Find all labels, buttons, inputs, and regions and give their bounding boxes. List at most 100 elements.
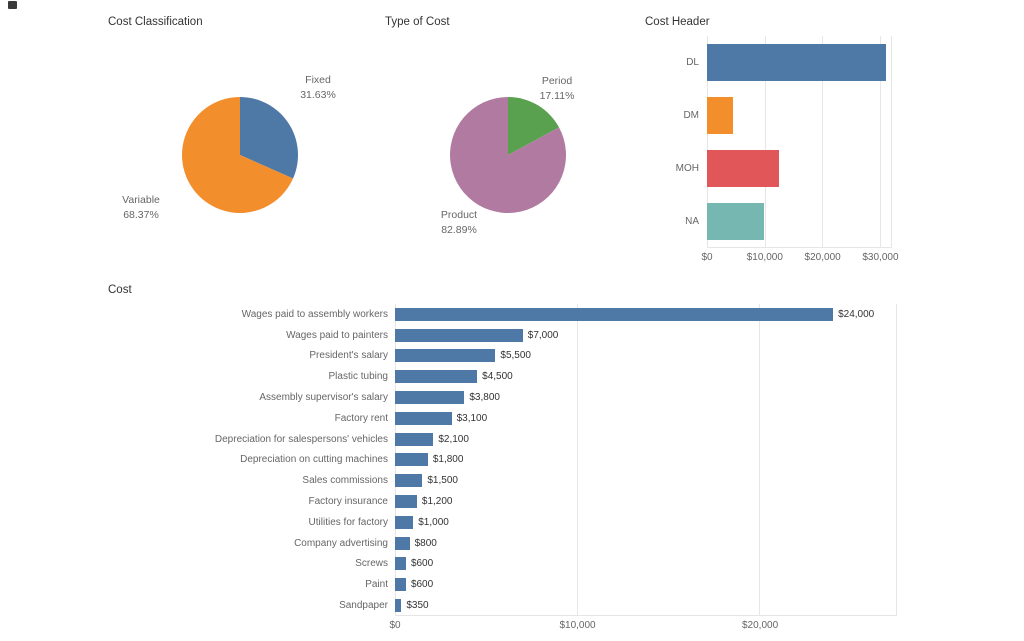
pie-label-fixed: Fixed 31.63% [273, 73, 363, 102]
bar-value-label: $3,100 [456, 412, 488, 424]
bar-wages-paid-to-painters[interactable] [395, 328, 523, 342]
cost-chart: Wages paid to assembly workers $24,000 Wag… [100, 304, 910, 631]
bar-track: $1,000 [395, 512, 897, 533]
bar-row: Assembly supervisor's salary $3,800 [100, 387, 910, 408]
bar-row: Utilities for factory $1,000 [100, 512, 910, 533]
bar-president-s-salary[interactable] [395, 349, 496, 363]
bar-row: NA [645, 195, 913, 248]
bar-sales-commissions[interactable] [395, 474, 423, 488]
bar-factory-rent[interactable] [395, 411, 452, 425]
category-label: Plastic tubing [328, 371, 388, 383]
category-label: Factory rent [334, 412, 388, 424]
category-label: MOH [675, 163, 699, 174]
bar-depreciation-for-salespersons-vehicles[interactable] [395, 432, 434, 446]
bar-value-label: $7,000 [527, 329, 559, 341]
bar-row: DL [645, 36, 913, 89]
x-axis-tick-label: $0 [701, 252, 713, 263]
bar-track: $2,100 [395, 429, 897, 450]
pie-slice-product[interactable] [450, 97, 566, 213]
bar-track: $800 [395, 533, 897, 554]
bar-sandpaper[interactable] [395, 599, 402, 613]
bar-dm[interactable] [707, 97, 734, 134]
bar-track: $600 [395, 554, 897, 575]
chart-title-cost: Cost [108, 284, 132, 296]
bar-assembly-supervisor-s-salary[interactable] [395, 391, 465, 405]
panel-cost-header: Cost Header DL DM MOH NA $0 $10,000 $20,000 $3… [637, 8, 921, 272]
bar-value-label: $600 [410, 558, 434, 570]
bar-track: $1,200 [395, 491, 897, 512]
chart-title-cost-classification: Cost Classification [108, 16, 203, 28]
pie-type-of-cost [450, 97, 566, 213]
bar-row: DM [645, 89, 913, 142]
category-label: DL [686, 57, 699, 68]
pie-slice-period[interactable] [508, 97, 560, 155]
bar-wages-paid-to-assembly-workers[interactable] [395, 307, 834, 321]
bar-row: Company advertising $800 [100, 533, 910, 554]
pie-label-period: Period 17.11% [512, 74, 602, 103]
bar-track: $3,100 [395, 408, 897, 429]
bar-value-label: $1,200 [421, 496, 453, 508]
gridline [879, 36, 881, 247]
bar-track: $600 [395, 574, 897, 595]
bar-dl[interactable] [707, 44, 887, 81]
bar-depreciation-on-cutting-machines[interactable] [395, 453, 428, 467]
bar-row: Paint $600 [100, 574, 910, 595]
pie-label-pct: 31.63% [300, 88, 336, 101]
bar-moh[interactable] [707, 150, 779, 187]
pie-label-pct: 17.11% [539, 89, 575, 102]
panel-cost-classification: Cost Classification Fixed 31.63% Variabl… [100, 8, 370, 270]
category-label: Sandpaper [339, 600, 388, 612]
bar-row: Depreciation for salespersons' vehicles $… [100, 429, 910, 450]
pie-label-pct: 68.37% [123, 208, 159, 221]
pie-slice-variable[interactable] [182, 97, 294, 213]
bar-value-label: $350 [406, 600, 429, 612]
x-axis-tick-label: $0 [389, 620, 401, 631]
bar-rows: DL DM MOH NA [645, 36, 913, 248]
x-axis-tick-label: $20,000 [742, 620, 779, 631]
x-axis-tick-label: $30,000 [862, 252, 899, 263]
gridline [707, 36, 708, 247]
x-axis-tick-label: $10,000 [559, 620, 596, 631]
category-label: Wages paid to painters [286, 329, 388, 341]
bar-track [707, 36, 892, 89]
bar-track: $3,800 [395, 387, 897, 408]
panel-cost: Cost Wages paid to assembly workers $24,0… [100, 276, 915, 636]
bar-value-label: $24,000 [838, 308, 875, 320]
bar-row: Factory insurance $1,200 [100, 491, 910, 512]
bar-na[interactable] [707, 203, 765, 240]
bar-track: $24,000 [395, 304, 897, 325]
category-label: Paint [365, 579, 388, 591]
pie-label-name: Variable [122, 194, 160, 206]
bar-value-label: $600 [410, 579, 434, 591]
bar-value-label: $2,100 [438, 433, 469, 445]
gridline [577, 304, 579, 615]
pie-label-name: Fixed [305, 74, 331, 86]
panel-type-of-cost: Type of Cost Period 17.11% Product 82.89… [377, 8, 629, 270]
pie-label-name: Period [541, 75, 573, 87]
chart-title-cost-header: Cost Header [645, 16, 710, 28]
bar-row: Sales commissions $1,500 [100, 470, 910, 491]
category-label: Screws [355, 558, 388, 570]
bar-value-label: $1,800 [432, 454, 464, 466]
bar-value-label: $5,500 [500, 350, 531, 362]
x-axis: $0 $10,000 $20,000 [389, 620, 897, 634]
bar-track: $5,500 [395, 346, 897, 367]
bar-row: Wages paid to assembly workers $24,000 [100, 304, 910, 325]
category-label: DM [683, 110, 699, 121]
bar-value-label: $1,500 [427, 475, 458, 487]
pie-label-name: Product [440, 209, 478, 221]
bar-track: $7,000 [395, 325, 897, 346]
chart-title-type-of-cost: Type of Cost [385, 16, 450, 28]
bar-factory-insurance[interactable] [395, 495, 417, 509]
bar-screws[interactable] [395, 557, 406, 571]
bar-paint[interactable] [395, 578, 406, 592]
bar-company-advertising[interactable] [395, 536, 410, 550]
pie-label-product: Product 82.89% [414, 208, 504, 237]
category-label: Depreciation for salespersons' vehicles [214, 433, 388, 445]
bar-track: $4,500 [395, 366, 897, 387]
bar-row: Wages paid to painters $7,000 [100, 325, 910, 346]
bar-utilities-for-factory[interactable] [395, 515, 414, 529]
bar-plastic-tubing[interactable] [395, 370, 478, 384]
pie-slice-fixed[interactable] [240, 97, 298, 179]
